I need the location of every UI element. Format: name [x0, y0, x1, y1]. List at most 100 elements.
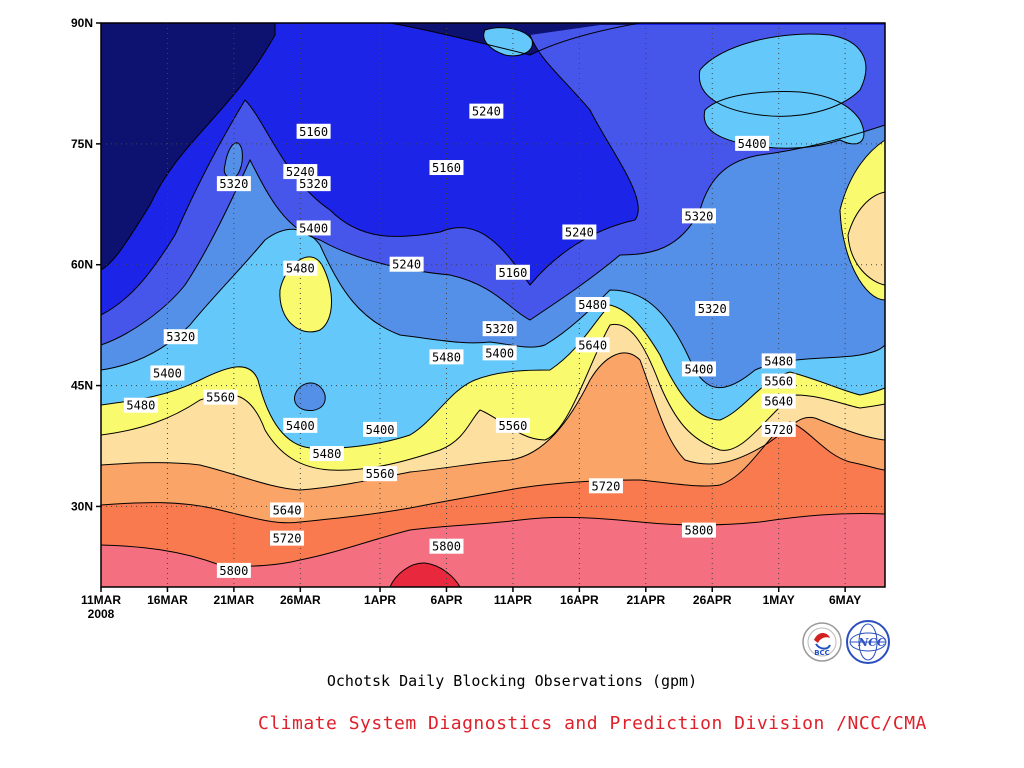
contour-label: 5240 — [389, 256, 424, 272]
x-tick-label: 16MAR — [147, 593, 188, 607]
x-tick-label: 11APR — [494, 593, 532, 607]
contour-line-5480 — [100, 228, 886, 388]
contour-label: 5400 — [482, 345, 517, 361]
contour-line-north-a — [389, 22, 641, 56]
contour-line-5960 — [389, 562, 461, 588]
x-tick-label: 6APR — [430, 593, 462, 607]
contour-label-bg — [283, 164, 318, 180]
contour-label-bg — [283, 260, 318, 276]
contour-label-text: 5800 — [685, 524, 714, 538]
contour-label: 5720 — [270, 530, 305, 546]
contour-label-bg — [216, 176, 251, 192]
y-tick-label: 45N — [71, 379, 93, 393]
contour-label-text: 5480 — [312, 447, 341, 461]
contour-label: 5400 — [150, 365, 185, 381]
contour-label: 5240 — [469, 103, 504, 119]
contour-label-bg — [123, 397, 158, 413]
contour-label-bg — [203, 389, 238, 405]
contour-label-bg — [429, 160, 464, 176]
contour-label: 5480 — [761, 353, 796, 369]
contour-label-bg — [695, 301, 730, 317]
contour-label-text: 5800 — [432, 540, 461, 554]
contour-label-text: 5160 — [299, 125, 328, 139]
contour-label-bg — [761, 353, 796, 369]
contour-label-text: 5480 — [126, 399, 155, 413]
contour-label-bg — [296, 176, 331, 192]
pocket-5400-east — [704, 91, 864, 149]
contour-label: 5320 — [482, 321, 517, 337]
contour-label-text: 5400 — [738, 137, 767, 151]
contour-label-bg — [469, 103, 504, 119]
contour-label: 5240 — [562, 224, 597, 240]
contour-label-bg — [681, 361, 716, 377]
bcc-logo-text: BCC — [814, 649, 830, 657]
contour-label-text: 5160 — [498, 266, 527, 280]
contour-label-bg — [681, 208, 716, 224]
contour-label: 5720 — [588, 478, 623, 494]
contour-label-text: 5560 — [498, 419, 527, 433]
x-tick-label: 16APR — [560, 593, 599, 607]
contour-label: 5560 — [203, 389, 238, 405]
contour-label-text: 5240 — [392, 258, 421, 272]
contour-label: 5480 — [429, 349, 464, 365]
axis-ticks: 30N 45N 60N 75N 90N 11MAR 16MAR 21MAR 26MAR 1APR 6… — [71, 16, 861, 621]
contour-label-text: 5400 — [153, 366, 182, 380]
contour-label-text: 5720 — [273, 532, 302, 546]
contour-label: 5320 — [695, 301, 730, 317]
contour-label-bg — [150, 365, 185, 381]
pocket-5400-south — [294, 382, 326, 411]
contour-label-bg — [495, 417, 530, 433]
contour-line-pocket-east-4 — [839, 209, 886, 301]
contour-label-bg — [495, 264, 530, 280]
level-fill-10 — [390, 562, 460, 587]
contour-label-text: 5320 — [698, 302, 727, 316]
contour-label-text: 5560 — [206, 391, 235, 405]
contour-label-bg — [216, 562, 251, 578]
contour-label: 5160 — [495, 264, 530, 280]
contour-label-bg — [283, 417, 318, 433]
contour-label-text: 5320 — [219, 177, 248, 191]
contour-line-5720 — [100, 352, 886, 491]
contour-label: 5400 — [283, 417, 318, 433]
contour-label: 5320 — [296, 176, 331, 192]
contour-label-text: 5560 — [764, 375, 793, 389]
contour-label-bg — [270, 502, 305, 518]
contour-label: 5640 — [761, 393, 796, 409]
contour-label: 5480 — [123, 397, 158, 413]
contour-label-bg — [482, 345, 517, 361]
contour-label-text: 5400 — [366, 423, 395, 437]
contour-label-text: 5240 — [565, 225, 594, 239]
contour-lines — [100, 22, 886, 588]
contour-label-bg — [296, 220, 331, 236]
contour-label-text: 5400 — [685, 362, 714, 376]
contour-label-text: 5320 — [685, 209, 714, 223]
grid-lines — [101, 23, 885, 587]
pocket-5560-east-inner — [848, 192, 885, 285]
chart-title: Ochotsk Daily Blocking Observations (gpm… — [326, 672, 698, 690]
contour-label-bg — [163, 329, 198, 345]
contour-label-bg — [429, 349, 464, 365]
contour-line-pocket-5320 — [223, 142, 243, 179]
x-tick-label: 21MAR — [214, 593, 255, 607]
contour-label-bg — [309, 446, 344, 462]
contour-label-text: 5720 — [591, 479, 620, 493]
contour-label-bg — [562, 224, 597, 240]
contour-label: 5400 — [735, 135, 770, 151]
x-tick-label: 1MAY — [763, 593, 795, 607]
contour-label: 5560 — [761, 373, 796, 389]
contour-label-bg — [363, 466, 398, 482]
contour-line-5400 — [100, 124, 886, 346]
contour-label-bg — [482, 321, 517, 337]
contour-label: 5400 — [296, 220, 331, 236]
contour-line-pocket-east-5 — [847, 191, 886, 236]
contour-label-bg — [575, 337, 610, 353]
contour-label-text: 5320 — [166, 330, 195, 344]
contour-label-text: 5400 — [485, 346, 514, 360]
x-tick-label: 21APR — [626, 593, 665, 607]
x-tick-label: 26APR — [693, 593, 732, 607]
contour-label: 5320 — [163, 329, 198, 345]
contour-label: 5240 — [283, 164, 318, 180]
x-tick-label: 1APR — [364, 593, 396, 607]
contour-label-text: 5720 — [764, 423, 793, 437]
